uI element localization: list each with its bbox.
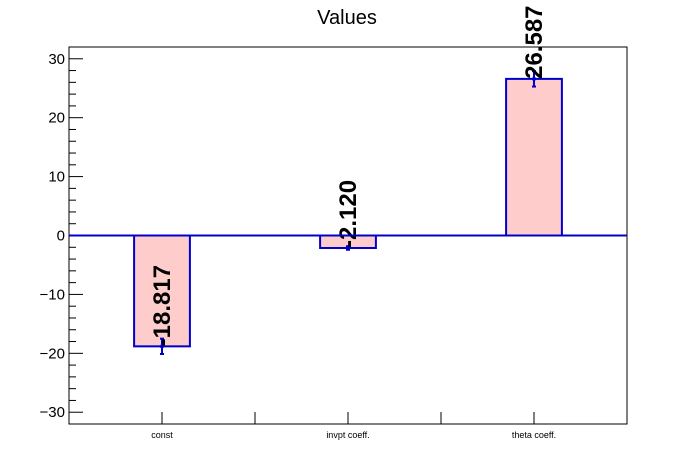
bar-point [346, 245, 350, 250]
y-tick-label: 10 [48, 169, 65, 186]
y-tick-label: 30 [48, 51, 65, 68]
x-category-label: invpt coeff. [326, 430, 369, 440]
bar [133, 234, 191, 348]
y-tick-label: −10 [40, 286, 65, 303]
y-tick-label: −30 [40, 404, 65, 421]
y-tick-label: −20 [40, 345, 65, 362]
y-tick-label: 0 [57, 228, 65, 245]
bar [505, 77, 563, 237]
x-category-label: theta coeff. [512, 430, 556, 440]
bar-value-label: -2.120 [335, 180, 362, 248]
bar-value-label: -18.817 [149, 265, 176, 346]
bar-value-label: 26.587 [521, 5, 548, 78]
chart-title: Values [317, 7, 377, 29]
plot-area: −30 −20 −10 0 10 20 30 const -18.817 invpt coeff.… [40, 5, 628, 440]
y-tick-label: 20 [48, 110, 65, 127]
bar-point [532, 76, 536, 81]
x-category-label: const [151, 430, 173, 440]
bar-point [160, 344, 164, 349]
